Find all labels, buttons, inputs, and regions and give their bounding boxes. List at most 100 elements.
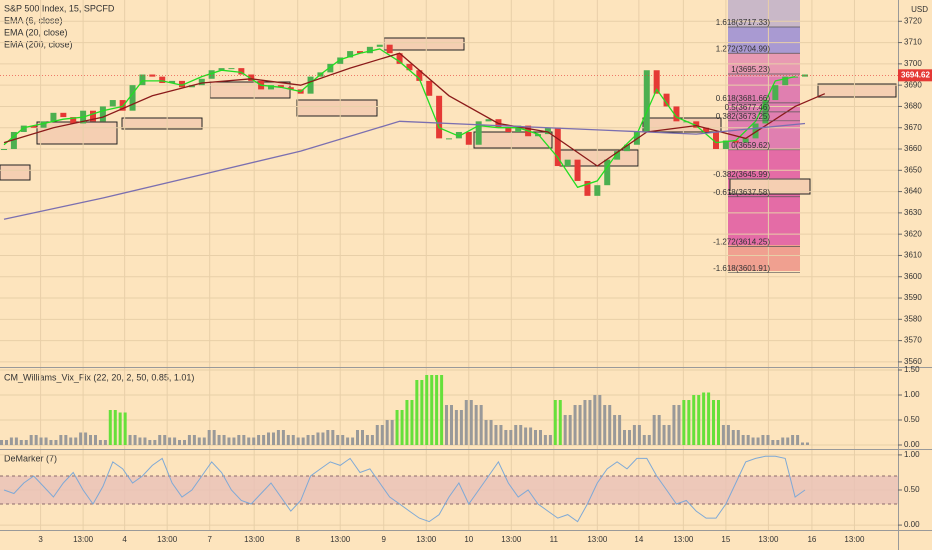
candle <box>376 44 383 47</box>
histogram-bar <box>529 427 533 445</box>
candle <box>604 159 611 186</box>
histogram-bar <box>608 405 612 445</box>
x-tick-label: 15 <box>721 535 730 544</box>
histogram-bar <box>276 430 280 445</box>
candle <box>535 134 541 137</box>
histogram-bar <box>568 415 572 445</box>
histogram-bar <box>726 425 730 445</box>
zone-box <box>296 99 378 117</box>
candle <box>752 123 759 139</box>
histogram-bar <box>687 400 691 445</box>
legend-entry: EMA (200, close) <box>4 39 73 49</box>
histogram-bar <box>232 437 236 445</box>
candle <box>465 131 472 145</box>
histogram-bar <box>543 435 547 445</box>
x-tick-label: 13:00 <box>244 535 265 544</box>
candle <box>574 159 581 181</box>
last-price-label: 3694.62 <box>901 70 930 79</box>
histogram-bar <box>751 437 755 445</box>
histogram-bar <box>573 405 577 445</box>
histogram-bar <box>761 435 765 445</box>
y-tick-label: 3720 <box>904 16 922 25</box>
histogram-bar <box>103 440 107 445</box>
candle <box>40 121 47 128</box>
y-tick-label: 3620 <box>904 229 922 238</box>
candle <box>337 57 344 64</box>
histogram-bar <box>69 437 73 445</box>
histogram-bar <box>721 425 725 445</box>
histogram-bar <box>113 410 117 445</box>
histogram-bar <box>143 437 147 445</box>
fib-band <box>728 245 800 271</box>
fib-band <box>728 150 800 245</box>
fib-label: -1.272(3614.25) <box>713 238 770 247</box>
histogram-bar <box>741 435 745 445</box>
histogram-bar <box>39 437 43 445</box>
histogram-bar <box>301 437 305 445</box>
candle <box>584 180 591 196</box>
x-tick-label: 11 <box>550 535 559 544</box>
histogram-bar <box>637 425 641 445</box>
candle <box>179 80 185 88</box>
legend-title: S&P 500 Index, 15, SPCFD <box>4 3 115 13</box>
zone-box <box>642 117 722 133</box>
histogram-bar <box>632 425 636 445</box>
candle <box>228 68 235 70</box>
histogram-bar <box>365 435 369 445</box>
y-tick-label: 3640 <box>904 187 922 196</box>
histogram-bar <box>806 442 809 445</box>
histogram-bar <box>519 425 523 445</box>
histogram-bar <box>682 400 686 445</box>
candle <box>268 85 274 90</box>
histogram-bar <box>153 440 157 445</box>
histogram-bar <box>108 410 112 445</box>
x-tick-label: 13:00 <box>330 535 351 544</box>
histogram-bar <box>628 430 631 445</box>
histogram-bar <box>499 425 503 445</box>
histogram-bar <box>667 425 671 445</box>
histogram-bar <box>791 435 795 445</box>
histogram-bar <box>464 400 468 445</box>
histogram-bar <box>341 435 345 445</box>
candle <box>208 70 215 79</box>
candle <box>693 121 700 128</box>
candle <box>287 87 294 90</box>
candle <box>248 74 255 81</box>
y-tick-label: 3580 <box>904 314 922 323</box>
fib-label: 0.382(3673.25) <box>716 112 771 121</box>
histogram-bar <box>98 440 102 445</box>
histogram-bar <box>34 435 38 445</box>
histogram-bar <box>29 435 33 445</box>
histogram-bar <box>385 420 389 445</box>
candle <box>722 140 729 150</box>
histogram-bar <box>474 405 478 445</box>
x-tick-label: 13:00 <box>844 535 865 544</box>
histogram-bar <box>9 437 13 445</box>
histogram-bar <box>736 430 740 445</box>
histogram-bar <box>509 430 513 445</box>
candle <box>1 149 7 151</box>
histogram-bar <box>89 435 92 445</box>
histogram-bar <box>262 435 266 445</box>
x-tick-label: 7 <box>207 535 212 544</box>
histogram-bar <box>197 437 201 445</box>
histogram-bar <box>158 435 162 445</box>
histogram-bar <box>692 395 696 445</box>
zone-box <box>559 149 639 167</box>
histogram-bar <box>257 435 261 445</box>
last-price-tag <box>898 69 932 82</box>
fib-label: 0(3659.62) <box>731 141 770 150</box>
candle <box>426 80 433 96</box>
currency: USD <box>911 5 928 14</box>
fib-label: -0.618(3637.58) <box>713 188 770 197</box>
candle <box>277 85 284 88</box>
histogram-bar <box>524 427 528 445</box>
histogram-bar <box>672 405 676 445</box>
histogram-bar <box>405 400 409 445</box>
candle <box>386 44 393 54</box>
candle <box>109 100 116 107</box>
candle <box>544 127 551 135</box>
ema-line <box>3 52 826 167</box>
candle <box>50 112 57 122</box>
histogram-bar <box>395 410 399 445</box>
